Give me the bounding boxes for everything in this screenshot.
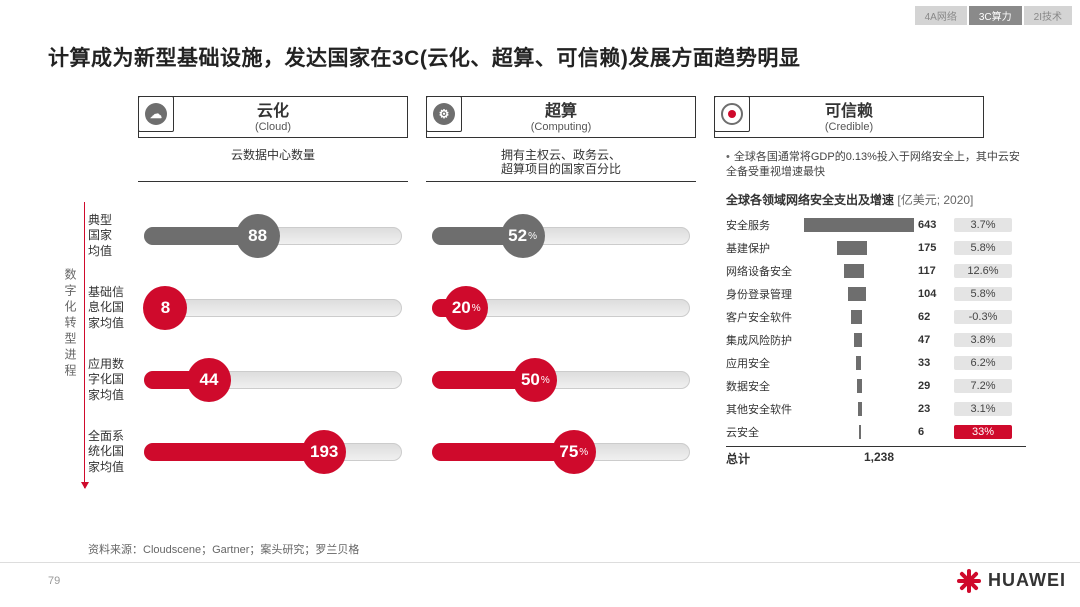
credible-row: 客户安全软件62-0.3% — [726, 306, 1026, 329]
value-bubble: 193 — [302, 430, 346, 474]
credible-row: 网络设备安全11712.6% — [726, 260, 1026, 283]
bar-row: 75% — [432, 416, 690, 488]
source-note: 资料来源：Cloudscene；Gartner；案头研究；罗兰贝格 — [88, 541, 359, 557]
slide-title: 计算成为新型基础设施，发达国家在3C(云化、超算、可信赖)发展方面趋势明显 — [48, 42, 800, 72]
credible-row: 集成风险防护473.8% — [726, 329, 1026, 352]
column-subheaders: 云数据中心数量 拥有主权云、政务云、超算项目的国家百分比 — [138, 144, 696, 182]
credible-panel: •全球各国通常将GDP的0.13%投入于网络安全上，其中云安全备受重视增速最快 … — [726, 150, 1026, 467]
footer-rule — [0, 562, 1080, 563]
page-number: 79 — [48, 575, 60, 587]
value-bubble: 50% — [513, 358, 557, 402]
vertical-axis-label: 数字化转型进程 — [62, 268, 79, 380]
credible-row: 其他安全软件233.1% — [726, 398, 1026, 421]
header-computing: ⚙ 超算 (Computing) — [426, 96, 696, 138]
nav-tab[interactable]: 3C算力 — [969, 6, 1022, 25]
huawei-logo: HUAWEI — [956, 567, 1066, 593]
credible-rows: 安全服务6433.7%基建保护1755.8%网络设备安全11712.6%身份登录… — [726, 214, 1026, 444]
header-cloud: ☁ 云化 (Cloud) — [138, 96, 408, 138]
credible-row: 云安全633% — [726, 421, 1026, 444]
subheader-cloud: 云数据中心数量 — [138, 144, 408, 182]
row-label: 全面系统化国家均值 — [88, 416, 138, 488]
bar-row: 52% — [432, 200, 690, 272]
credible-intro: •全球各国通常将GDP的0.13%投入于网络安全上，其中云安全备受重视增速最快 — [726, 150, 1026, 181]
nav-tab[interactable]: 4A网络 — [915, 6, 967, 25]
computing-icon: ⚙ — [426, 96, 462, 132]
bar-row: 44 — [144, 344, 402, 416]
credible-row: 基建保护1755.8% — [726, 237, 1026, 260]
bar-row: 8 — [144, 272, 402, 344]
credible-row: 身份登录管理1045.8% — [726, 283, 1026, 306]
column-headers: ☁ 云化 (Cloud) ⚙ 超算 (Computing) 可信赖 (Credi… — [138, 96, 984, 138]
row-label: 典型国家均值 — [88, 200, 138, 272]
credible-row: 数据安全297.2% — [726, 375, 1026, 398]
header-credible: 可信赖 (Credible) — [714, 96, 984, 138]
cloud-bars: 88844193 — [144, 200, 402, 488]
value-bubble: 44 — [187, 358, 231, 402]
vertical-axis-arrow — [84, 202, 85, 488]
value-bubble: 20% — [444, 286, 488, 330]
bar-row: 50% — [432, 344, 690, 416]
row-label: 基础信息化国家均值 — [88, 272, 138, 344]
value-bubble: 75% — [552, 430, 596, 474]
computing-bars: 52% 20% 50% 75% — [432, 200, 690, 488]
subheader-computing: 拥有主权云、政务云、超算项目的国家百分比 — [426, 144, 696, 182]
huawei-petal-icon — [956, 567, 982, 593]
value-bubble: 52% — [501, 214, 545, 258]
row-label: 应用数字化国家均值 — [88, 344, 138, 416]
cloud-icon: ☁ — [138, 96, 174, 132]
nav-tabs: 4A网络3C算力2I技术 — [915, 6, 1072, 25]
bar-row: 193 — [144, 416, 402, 488]
credible-chart-title: 全球各领域网络安全支出及增速 [亿美元; 2020] — [726, 191, 1026, 208]
value-bubble: 8 — [143, 286, 187, 330]
credible-total-row: 总计 1,238 — [726, 446, 1026, 467]
row-labels: 典型国家均值基础信息化国家均值应用数字化国家均值全面系统化国家均值 — [88, 200, 138, 488]
bar-row: 88 — [144, 200, 402, 272]
bar-row: 20% — [432, 272, 690, 344]
nav-tab[interactable]: 2I技术 — [1024, 6, 1072, 25]
credible-icon — [714, 96, 750, 132]
credible-row: 安全服务6433.7% — [726, 214, 1026, 237]
value-bubble: 88 — [236, 214, 280, 258]
credible-row: 应用安全336.2% — [726, 352, 1026, 375]
